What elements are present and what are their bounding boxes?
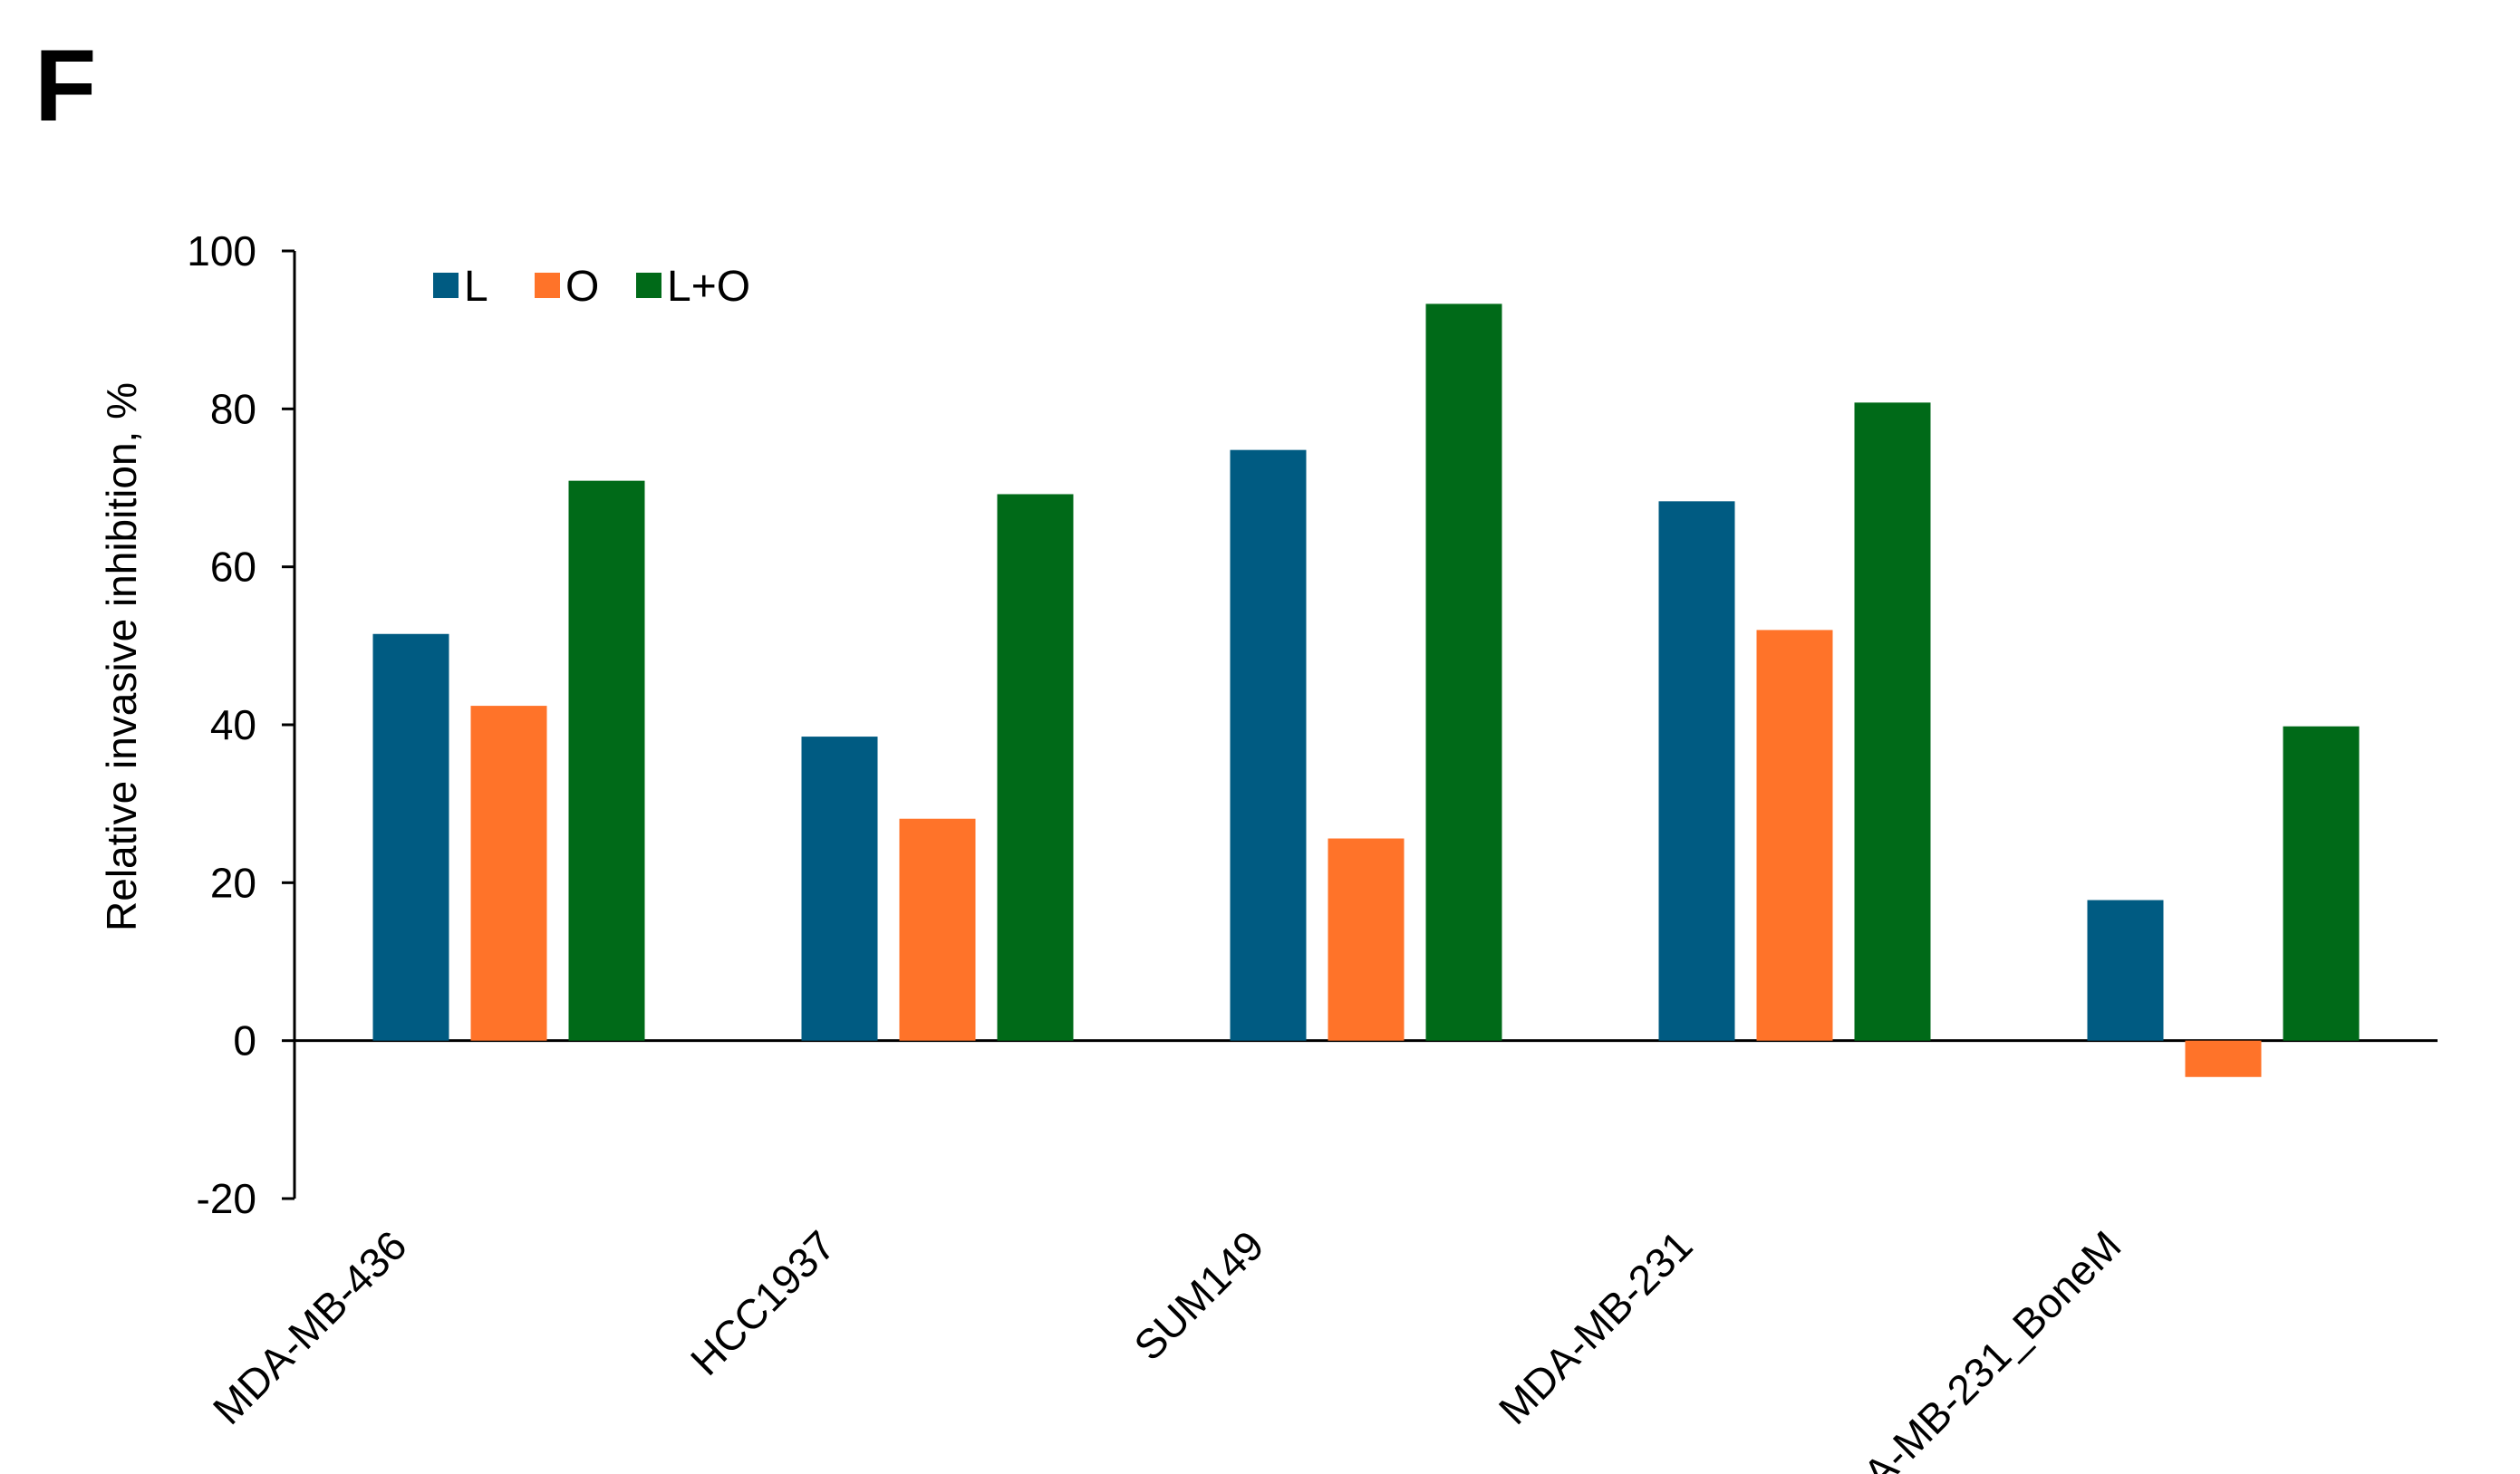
- y-tick-label: 40: [210, 701, 256, 748]
- bar-L+O-MDA-MB-231: [1854, 402, 1931, 1041]
- y-tick-label: 20: [210, 859, 256, 906]
- bar-L-MDA-MB-231_BoneM: [2087, 900, 2164, 1041]
- category-label: MDA-MB-231_BoneM: [1809, 1221, 2130, 1474]
- y-tick-label: 80: [210, 385, 256, 432]
- bar-L+O-HCC1937: [997, 494, 1074, 1041]
- legend-label: L+O: [667, 263, 750, 311]
- legend: L O L+O: [433, 263, 750, 311]
- bar-L-HCC1937: [801, 737, 878, 1041]
- legend-swatch-L: [433, 273, 459, 298]
- panel-label: F: [34, 29, 96, 142]
- bar-O-MDA-MB-436: [470, 706, 547, 1041]
- y-tick-label: -20: [197, 1175, 256, 1222]
- bar-O-MDA-MB-231: [1756, 630, 1833, 1041]
- bar-L+O-MDA-MB-231_BoneM: [2283, 726, 2360, 1041]
- legend-label: O: [565, 263, 599, 311]
- bar-L-SUM149: [1230, 449, 1307, 1041]
- bar-O-HCC1937: [899, 818, 976, 1041]
- category-label: MDA-MB-436: [204, 1221, 416, 1433]
- bars: [372, 303, 2360, 1077]
- bar-L-MDA-MB-436: [372, 633, 449, 1041]
- category-label: SUM149: [1125, 1221, 1272, 1369]
- y-axis: -20 0 20 40 60 80 100: [187, 227, 296, 1222]
- y-tick-label: 100: [187, 227, 256, 275]
- bar-O-SUM149: [1328, 838, 1405, 1041]
- bar-O-MDA-MB-231_BoneM: [2185, 1040, 2262, 1077]
- y-axis-title: Relative invasive inhibition, %: [98, 382, 145, 931]
- category-labels: MDA-MB-436 HCC1937 SUM149 MDA-MB-231 MDA-MB-…: [204, 1221, 2130, 1474]
- legend-swatch-O: [535, 273, 560, 298]
- y-tick-label: 60: [210, 544, 256, 591]
- category-label: HCC1937: [681, 1221, 845, 1384]
- bar-L+O-MDA-MB-436: [568, 480, 645, 1041]
- legend-swatch-L+O: [636, 273, 661, 298]
- bar-L+O-SUM149: [1425, 303, 1502, 1041]
- bar-L-MDA-MB-231: [1658, 501, 1735, 1041]
- category-label: MDA-MB-231: [1490, 1221, 1702, 1433]
- legend-label: L: [464, 263, 488, 311]
- y-tick-label: 0: [233, 1017, 256, 1065]
